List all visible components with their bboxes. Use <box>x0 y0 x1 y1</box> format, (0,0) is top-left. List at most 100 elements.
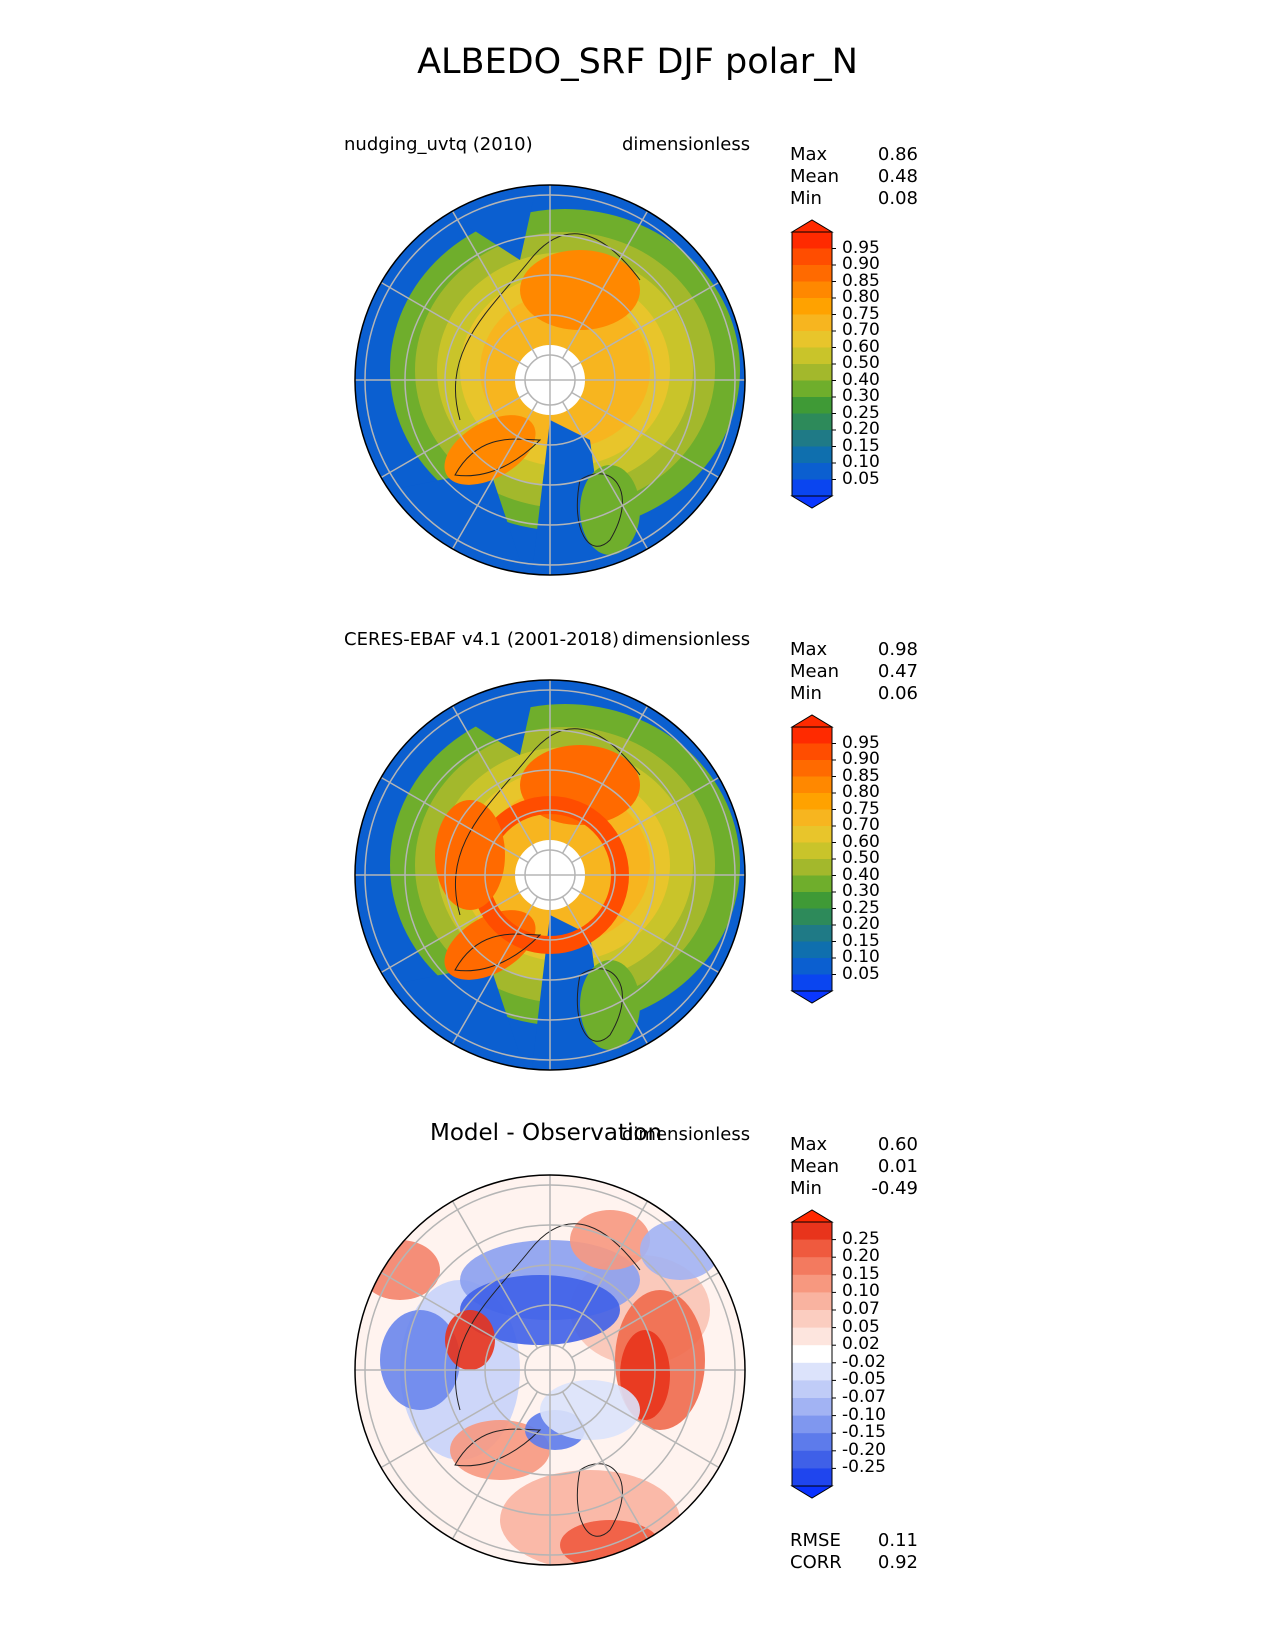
map-boundary <box>354 679 746 1071</box>
colorbar-segment <box>792 1380 832 1399</box>
map-boundary <box>354 1174 746 1566</box>
colorbar-segment <box>792 760 832 777</box>
stat-value-min: -0.49 <box>871 1178 918 1199</box>
colorbar-tick-label: 0.60 <box>842 831 880 852</box>
colorbar-tick-label: 0.40 <box>842 864 880 885</box>
colorbar-segment <box>792 265 832 282</box>
colorbar-tick-label: 0.90 <box>842 749 880 769</box>
colorbar-segment <box>792 809 832 827</box>
meridian <box>451 896 539 1045</box>
colorbar-segment <box>792 1292 832 1311</box>
colorbar-extend-min <box>790 990 834 1004</box>
colorbar-extend-max <box>790 219 834 233</box>
colorbar-segment <box>792 727 832 744</box>
colorbar-segment <box>792 232 832 249</box>
stat-label-corr: CORR <box>790 1552 842 1573</box>
panel-center-title: Model - Observation <box>430 1120 663 1146</box>
colorbar-segment <box>792 776 832 794</box>
panel-difference: Model - Observation dimensionless Max 0.… <box>0 1110 1275 1580</box>
colorbar-extend-max <box>790 1209 834 1223</box>
colorbar-tick-label: 0.95 <box>842 237 880 258</box>
meridian <box>451 1200 539 1349</box>
colorbar-tick-label: -0.02 <box>842 1351 886 1372</box>
polar-map <box>354 1174 746 1566</box>
colorbar-segment <box>792 1468 832 1487</box>
meridian <box>561 401 649 550</box>
colorbar-segment <box>792 875 832 893</box>
colorbar-segment <box>792 908 832 926</box>
colorbar-tick-label: 0.15 <box>842 1263 880 1284</box>
colorbar-segment <box>792 925 832 942</box>
colorbar-tick-label: 0.05 <box>842 963 880 984</box>
meridian <box>561 896 649 1045</box>
stat-label-min: Min <box>790 1178 822 1199</box>
meridian <box>571 886 720 974</box>
meridian <box>561 705 649 854</box>
colorbar-tick-label: 0.20 <box>842 1246 880 1267</box>
colorbar-segment <box>792 892 832 909</box>
meridian <box>380 886 529 974</box>
colorbar-segment <box>792 1274 832 1293</box>
colorbar-tick-label: -0.07 <box>842 1387 886 1407</box>
stat-value-min: 0.08 <box>877 188 918 209</box>
colorbar-tick-label: 0.10 <box>842 1281 880 1302</box>
panel-test: nudging_uvtq (2010) dimensionless Max 0.… <box>0 120 1275 590</box>
colorbar-tick-label: 0.50 <box>842 353 880 373</box>
colorbar <box>790 714 836 1004</box>
colorbar-tick-label: -0.10 <box>842 1404 886 1425</box>
colorbar-segment <box>792 1450 832 1469</box>
panel-units-label: dimensionless <box>622 629 751 650</box>
colorbar-segment <box>792 413 832 431</box>
panel-units-label: dimensionless <box>622 1124 751 1145</box>
colorbar-tick-label: 0.20 <box>842 419 880 439</box>
stat-value-min: 0.06 <box>877 683 918 704</box>
stat-label-mean: Mean <box>790 1156 840 1177</box>
colorbar-tick-label: 0.10 <box>842 452 880 472</box>
meridian <box>571 1271 720 1359</box>
meridian <box>451 401 539 550</box>
colorbar-segment <box>792 793 832 810</box>
colorbar-segment <box>792 1398 832 1417</box>
stat-label-max: Max <box>790 639 828 660</box>
stat-value-max: 0.86 <box>877 144 918 165</box>
colorbar-segment <box>792 859 832 876</box>
stat-value-max: 0.98 <box>877 639 918 660</box>
colorbar-tick-label: 0.80 <box>842 287 880 307</box>
figure-title: ALBEDO_SRF DJF polar_N <box>417 42 858 82</box>
coastline-greenland <box>454 438 542 477</box>
meridian <box>380 1271 529 1359</box>
meridian <box>571 281 720 369</box>
field-anomaly <box>445 1310 495 1370</box>
meridian <box>561 1200 649 1349</box>
meridian <box>561 1391 649 1540</box>
colorbar-tick-label: -0.25 <box>842 1457 886 1478</box>
stat-label-min: Min <box>790 188 822 209</box>
meridian <box>380 776 529 864</box>
colorbar-tick-label: 0.07 <box>842 1299 880 1319</box>
colorbar-segment <box>792 842 832 860</box>
colorbar-tick-label: 0.15 <box>842 930 880 951</box>
panel-units-label: dimensionless <box>622 134 751 155</box>
colorbar-tick-label: 0.30 <box>842 386 880 406</box>
colorbar-extend-min <box>790 495 834 509</box>
colorbar-tick-label: -0.05 <box>842 1369 886 1390</box>
colorbar-segment <box>792 826 832 843</box>
colorbar-tick-label: 0.50 <box>842 848 880 868</box>
field-scandinavia <box>580 960 640 1050</box>
colorbar-segment <box>792 1257 832 1276</box>
graticule <box>355 680 745 1070</box>
colorbar-segment <box>792 974 832 992</box>
colorbar-segment <box>792 1310 832 1329</box>
coastline-greenland <box>454 1428 542 1467</box>
colorbar-tick-label: 0.85 <box>842 270 880 291</box>
colorbar-segment <box>792 364 832 381</box>
field-high <box>520 250 640 330</box>
meridian <box>571 1381 720 1469</box>
graticule <box>355 1175 745 1565</box>
colorbar-segment <box>792 1222 832 1241</box>
field-anomaly <box>570 1210 650 1270</box>
colorbar-segment <box>792 380 832 398</box>
colorbar-segment <box>792 941 832 959</box>
colorbar-tick-label: 0.80 <box>842 782 880 802</box>
colorbar-tick-label: 0.95 <box>842 732 880 753</box>
